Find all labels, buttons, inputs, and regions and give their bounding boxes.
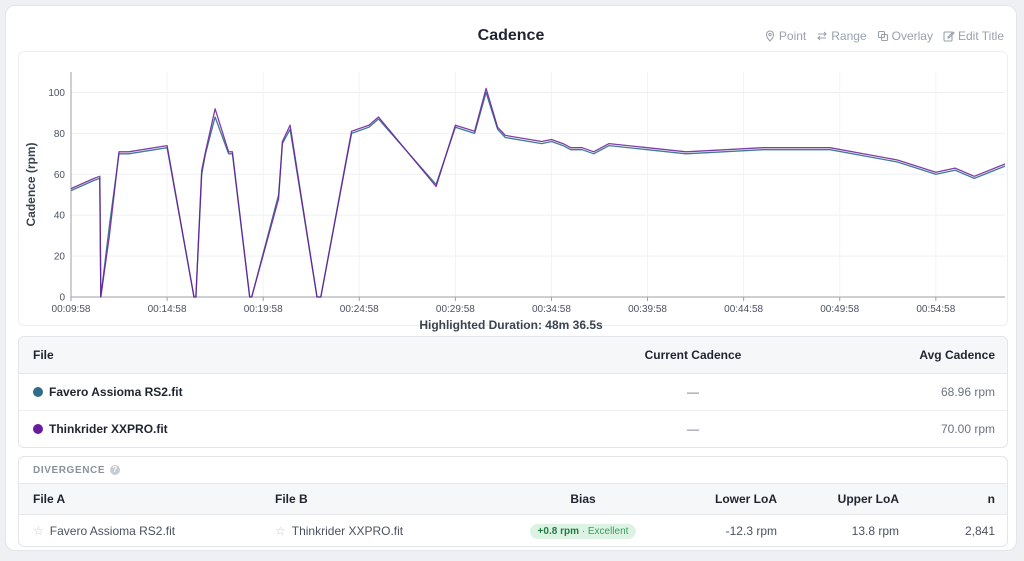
divergence-table-header: File A File B Bias Lower LoA Upper LoA n [19, 483, 1007, 515]
series-color-dot [33, 424, 43, 434]
y-tick-label: 80 [54, 129, 66, 140]
chart-title: Cadence [477, 27, 545, 44]
edit-title-button[interactable]: Edit Title [943, 29, 1004, 43]
col-lower-loa: Lower LoA [715, 492, 777, 506]
x-tick-label: 00:14:58 [148, 304, 187, 315]
star-icon[interactable]: ☆ [275, 523, 286, 538]
upper-loa-value: 13.8 rpm [851, 523, 899, 538]
point-tool-label: Point [778, 29, 807, 43]
col-bias: Bias [570, 492, 596, 506]
chart-toolbar: Point Range Overlay Edit Title [764, 29, 1004, 43]
overlay-tool-button[interactable]: Overlay [877, 29, 933, 43]
divergence-section: DIVERGENCE ? File A File B Bias Lower Lo… [18, 456, 1008, 547]
info-icon[interactable]: ? [110, 465, 121, 475]
current-cadence: — [687, 422, 699, 436]
x-tick-label: 00:54:58 [916, 304, 955, 315]
overlay-tool-label: Overlay [891, 29, 933, 43]
cadence-chart[interactable]: 0 20 40 60 80 100 00:09:58 00:14:58 00:19:58 00:2… [18, 51, 1008, 326]
col-file-a: File A [33, 492, 66, 506]
files-table-header: File Current Cadence Avg Cadence [19, 337, 1007, 374]
file-b-name: Thinkrider XXPRO.fit [291, 523, 404, 538]
table-row[interactable]: Favero Assioma RS2.fit — 68.96 rpm [19, 374, 1007, 411]
divergence-heading: DIVERGENCE [33, 464, 106, 476]
bias-badge: +0.8 rpm · Excellent [529, 523, 637, 539]
y-tick-label: 20 [54, 252, 66, 263]
current-cadence: — [687, 385, 699, 399]
n-value: 2,841 [964, 523, 995, 538]
x-tick-label: 00:29:58 [436, 304, 475, 315]
x-tick-label: 00:44:58 [724, 304, 763, 315]
cadence-chart-svg[interactable]: 0 20 40 60 80 100 00:09:58 00:14:58 00:19:58 00:2… [19, 52, 1007, 325]
table-row[interactable]: Thinkrider XXPRO.fit — 70.00 rpm [19, 411, 1007, 447]
col-file: File [33, 348, 54, 362]
files-table: File Current Cadence Avg Cadence Favero … [18, 336, 1008, 448]
lower-loa-value: -12.3 rpm [725, 523, 777, 538]
point-tool-button[interactable]: Point [764, 29, 806, 43]
series-line [70, 87, 1006, 298]
avg-cadence: 68.96 rpm [940, 385, 995, 399]
edit-icon [943, 31, 955, 42]
col-current-cadence: Current Cadence [644, 348, 742, 362]
y-tick-label: 100 [48, 88, 65, 99]
file-name: Favero Assioma RS2.fit [49, 385, 183, 399]
x-tick-label: 00:19:58 [244, 304, 283, 315]
x-tick-label: 00:24:58 [340, 304, 379, 315]
range-tool-label: Range [831, 29, 867, 43]
y-tick-label: 60 [54, 170, 66, 181]
avg-cadence: 70.00 rpm [940, 422, 995, 436]
table-row[interactable]: ☆ Favero Assioma RS2.fit ☆ Thinkrider XX… [19, 515, 1007, 546]
y-tick-label: 0 [59, 293, 65, 304]
col-upper-loa: Upper LoA [837, 492, 899, 506]
file-a-name: Favero Assioma RS2.fit [49, 523, 176, 538]
star-icon[interactable]: ☆ [33, 523, 44, 538]
col-file-b: File B [275, 492, 308, 506]
overlay-icon [877, 30, 888, 42]
x-tick-label: 00:34:58 [532, 304, 571, 315]
highlighted-duration: Highlighted Duration: 48m 36.5s [419, 318, 603, 332]
series-color-dot [33, 387, 43, 397]
x-tick-label: 00:39:58 [628, 304, 667, 315]
x-tick-label: 00:09:58 [52, 304, 91, 315]
range-tool-button[interactable]: Range [816, 29, 867, 43]
col-avg-cadence: Avg Cadence [919, 348, 995, 362]
edit-title-label: Edit Title [957, 29, 1004, 43]
y-axis-label: Cadence (rpm) [24, 142, 38, 226]
series-line [70, 91, 1006, 298]
bias-quality: · Excellent [581, 525, 629, 537]
cadence-panel: Cadence Point Range Overlay Edit Title 0… [5, 5, 1017, 551]
bias-value: +0.8 rpm [537, 525, 579, 537]
y-tick-label: 40 [54, 211, 66, 222]
file-name: Thinkrider XXPRO.fit [49, 422, 168, 436]
arrows-icon [817, 31, 828, 41]
x-tick-label: 00:49:58 [820, 304, 859, 315]
pin-icon [765, 30, 774, 42]
col-n: n [987, 492, 995, 506]
